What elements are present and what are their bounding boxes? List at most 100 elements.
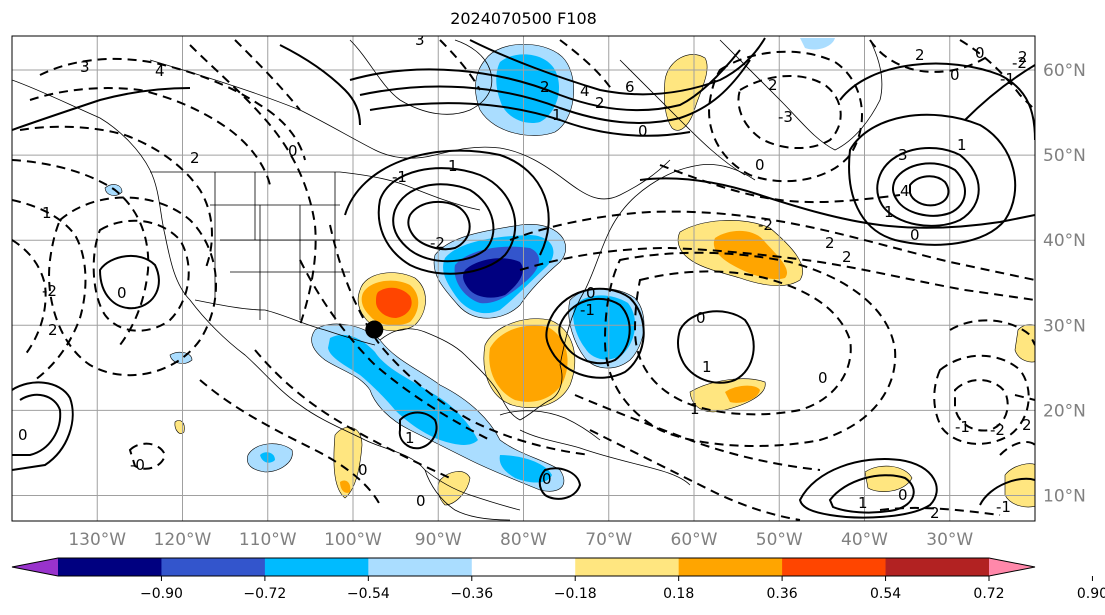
contour-solid xyxy=(909,175,950,207)
contour-label: -2 xyxy=(990,421,1005,439)
coastline-north-america xyxy=(12,79,521,511)
contour-solid xyxy=(12,381,74,471)
contour-solid xyxy=(848,113,1017,246)
contour-label: 1 xyxy=(405,429,415,447)
coastline-labrador xyxy=(619,59,746,176)
contour-solid xyxy=(279,44,361,126)
contour-dashed xyxy=(29,87,271,186)
contours-solid xyxy=(12,37,1035,519)
colorbar-tick-label: −0.90 xyxy=(140,586,183,602)
contour-label: 0 xyxy=(755,156,765,174)
contour-solid xyxy=(538,467,582,500)
coastline-central-america xyxy=(424,469,511,521)
contour-label: 1 xyxy=(957,136,967,154)
contour-dashed xyxy=(12,199,87,381)
contour-dashed xyxy=(559,39,613,91)
anomaly-orange-pacific xyxy=(340,480,351,493)
colorbar-tick-label: 0.54 xyxy=(870,586,901,602)
contour-dashed xyxy=(189,44,317,326)
colorbar-segment xyxy=(575,558,680,576)
longitude-labels: 130°W 120°W 110°W 100°W 90°W 80°W 70°W 60°W 50°W… xyxy=(68,530,973,550)
contour-label: 0 xyxy=(910,226,920,244)
map-frame xyxy=(11,35,1036,522)
coastline-cuba xyxy=(499,410,601,441)
contour-dashed xyxy=(954,379,1009,432)
contour-dashed xyxy=(39,57,306,161)
contour-label: -0 xyxy=(130,456,145,474)
contour-label: 0 xyxy=(18,426,28,444)
contour-dashed xyxy=(999,441,1035,456)
latitude-label: 50°N xyxy=(1043,146,1086,166)
longitude-label: 80°W xyxy=(500,530,547,550)
anomaly-yellow-ne xyxy=(663,54,708,131)
contour-dashed xyxy=(869,39,986,73)
colorbar-segment xyxy=(264,558,369,576)
latitude-label: 20°N xyxy=(1043,401,1086,421)
contour-dashed xyxy=(959,39,1035,111)
contour-dashed xyxy=(519,246,1035,301)
contour-dashed xyxy=(737,74,842,150)
anomaly-cyan-gulf xyxy=(328,334,478,445)
longitude-label: 30°W xyxy=(926,530,973,550)
contour-dashed xyxy=(12,159,150,346)
location-marker xyxy=(365,320,384,339)
contour-label: -1 xyxy=(392,168,407,186)
contour-label: 0 xyxy=(975,44,985,62)
colorbar-segment xyxy=(161,558,266,576)
colorbar-tick-label: −0.54 xyxy=(347,586,390,602)
contour-label: 1 xyxy=(858,494,868,512)
contour-dashed xyxy=(329,224,591,456)
contour-solid xyxy=(392,183,495,263)
anomaly-cyan-atlantic xyxy=(573,295,636,360)
contour-label: -1 xyxy=(996,498,1011,516)
colorbar-tick-label: −0.72 xyxy=(243,586,286,602)
contour-label: 0 xyxy=(818,369,828,387)
contour-label: 2 xyxy=(1022,416,1032,434)
contour-dashed xyxy=(949,319,1035,346)
contour-solid xyxy=(12,393,62,456)
map-area: 3 4 2 0 -2 1 2 0 3 6 4 2 0 2 1 -3 0 0 2 … xyxy=(12,36,1035,521)
contour-dashed xyxy=(48,196,217,377)
contour-label: 4 xyxy=(900,182,910,200)
colorbar-outline xyxy=(11,557,1036,577)
anomaly-red-central xyxy=(376,287,412,318)
longitude-label: 60°W xyxy=(671,530,718,550)
latitude-labels: 10°N 20°N 30°N 40°N 50°N 60°N xyxy=(1043,61,1086,506)
anomaly-yellow-east-edge xyxy=(1014,324,1035,363)
colorbar-tick-label: 0.90 xyxy=(1077,586,1105,602)
longitude-label: 90°W xyxy=(415,530,462,550)
contour-solid xyxy=(98,254,160,310)
anomaly-yellow-se-corner xyxy=(1004,463,1035,508)
contours-dashed xyxy=(12,39,1035,521)
contour-label: -2 xyxy=(1012,54,1027,72)
contour-label: -1 xyxy=(580,301,595,319)
longitude-label: 100°W xyxy=(324,530,382,550)
contour-dashed xyxy=(659,164,901,204)
contour-label: 1 xyxy=(702,358,712,376)
colorbar-tick-label: 0.18 xyxy=(663,586,694,602)
contour-dashed xyxy=(299,259,491,441)
colorbar-tick-label: 0.72 xyxy=(973,586,1004,602)
contour-label: -2 xyxy=(430,234,445,252)
anomaly-orange-se-atlantic xyxy=(725,385,760,403)
contour-solid xyxy=(369,102,691,137)
colorbar-segment xyxy=(58,558,162,576)
contour-dashed xyxy=(12,239,47,356)
contour-label: -1 xyxy=(1000,70,1015,88)
contour-solid xyxy=(979,477,1035,506)
anomaly-yellow-south xyxy=(864,465,913,492)
colorbar-segment xyxy=(368,558,473,576)
contour-dashed xyxy=(439,39,481,91)
contour-label: 1 xyxy=(552,106,562,124)
contour-dashed xyxy=(199,379,381,506)
contour-dashed xyxy=(933,354,1030,445)
anomaly-cyan-caribbean xyxy=(499,455,552,483)
contour-label: 1 xyxy=(884,203,894,221)
coastline-east xyxy=(559,163,756,366)
contour-solid xyxy=(828,474,915,514)
map-title: 2024070500 F108 xyxy=(450,9,597,28)
contour-solid xyxy=(639,177,1035,229)
contour-dashed xyxy=(92,219,190,332)
contour-solid xyxy=(359,59,751,124)
